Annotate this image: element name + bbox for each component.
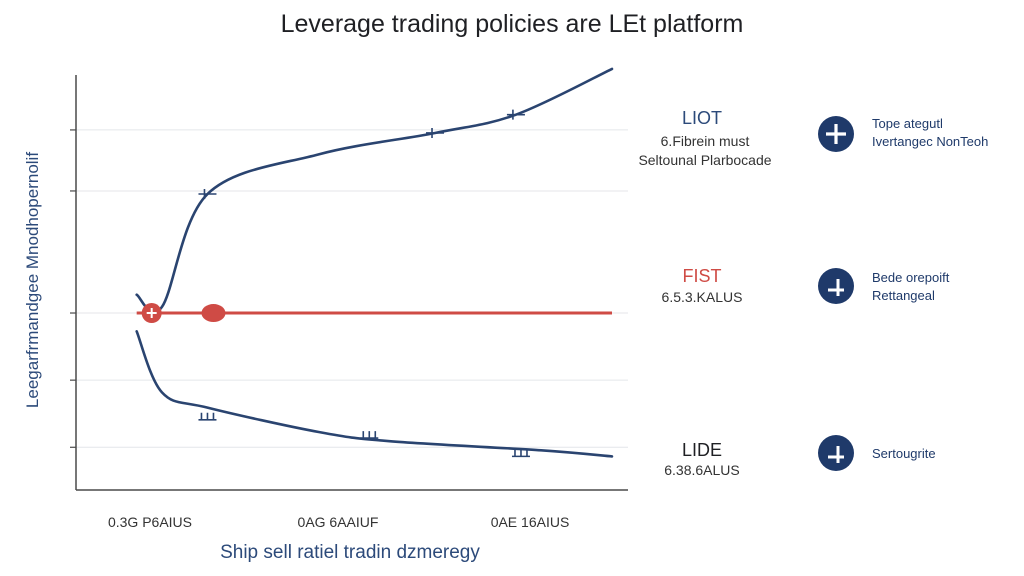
legend-item-2-line-1: Bede orepoift [872,270,950,285]
series-subtitle-liot-1: 6.Fibrein must [661,133,750,149]
x-axis-label: Ship sell ratiel tradin dzmeregy [220,542,480,563]
legend-item-1: Tope ategutl Ivertangec NonTeoh [818,116,988,152]
liot-point-marker [426,127,445,138]
lide-point-marker [360,431,379,439]
plus-glyph [826,124,846,144]
x-tick-label-1: 0.3G P6AIUS [108,514,192,530]
x-tick-label-3: 0AE 16AIUS [491,514,570,530]
series-layer [135,67,614,458]
legend-item-1-line-1: Tope ategutl [872,116,943,131]
minus-circle-icon [818,268,854,304]
liot-point-marker [506,109,525,120]
legend-item-2: Bede orepoift Rettangeal [818,268,950,304]
x-tick-labels: 0.3G P6AIUS 0AG 6AAIUF 0AE 16AIUS [108,514,569,530]
chart-title: Leverage trading policies are LEt platfo… [281,10,744,38]
x-tick-label-2: 0AG 6AAIUF [298,514,379,530]
minus-glyph [828,279,844,296]
series-subtitle-liot-2: Seltounal Plarbocade [638,152,771,168]
legend-item-2-line-2: Rettangeal [872,288,935,303]
series-name-lide: LIDE [682,440,722,460]
grid-lines [76,129,628,448]
lide-point-marker [198,412,217,421]
y-axis-label: Leegarfrmandgee Mnodhopernolif [23,152,42,408]
minus-circle-icon [818,435,854,471]
series-subtitle-lide: 6.38.6ALUS [664,462,740,478]
series-name-liot: LIOT [682,108,722,128]
legend-item-1-line-2: Ivertangec NonTeoh [872,134,988,149]
minus-glyph [828,446,844,463]
legend-item-3: Sertougrite [818,435,936,471]
lide-point-marker [511,449,530,458]
series-line-lide [135,330,614,458]
legend-item-3-line-1: Sertougrite [872,446,936,461]
series-name-fist: FIST [683,266,722,286]
fist-start-plus-glyph [146,308,157,319]
liot-point-marker [198,189,217,200]
series-subtitle-fist: 6.5.3.KALUS [662,289,743,305]
fist-point-marker [201,304,226,323]
y-ticks [70,129,76,448]
